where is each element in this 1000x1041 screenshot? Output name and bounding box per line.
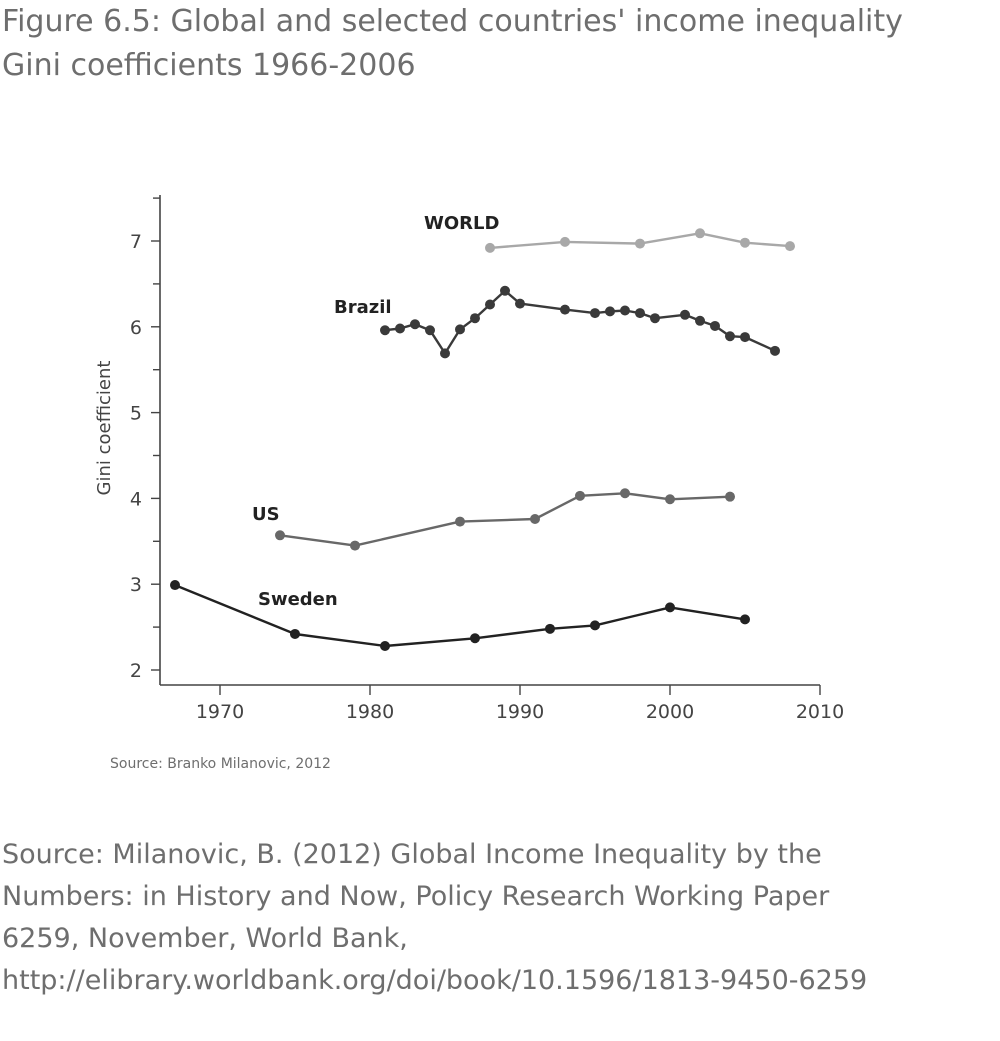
y-tick-label: 7 <box>130 231 142 253</box>
chart-series <box>170 228 795 651</box>
series-label-us: US <box>252 504 280 525</box>
chart-axes <box>159 195 820 686</box>
series-labels: WORLD Brazil US Sweden <box>252 213 499 610</box>
data-point-brazil <box>440 348 450 359</box>
figure-title-line-2: Gini coefficients 1966-2006 <box>2 48 416 83</box>
data-point-us <box>275 530 285 541</box>
data-point-world <box>740 237 750 248</box>
x-tick-label: 2010 <box>796 701 844 723</box>
data-point-brazil <box>710 320 720 331</box>
data-point-brazil <box>455 324 465 335</box>
source-citation-line-2: Numbers: in History and Now, Policy Rese… <box>2 881 830 912</box>
data-point-sweden <box>170 580 180 591</box>
x-tick-label: 1990 <box>496 701 544 723</box>
data-point-brazil <box>725 331 735 342</box>
data-point-brazil <box>425 325 435 336</box>
data-point-brazil <box>395 323 405 334</box>
data-point-world <box>695 228 705 239</box>
data-point-brazil <box>515 298 525 309</box>
series-us <box>275 488 735 551</box>
data-point-sweden <box>380 640 390 651</box>
y-axis-label: Gini coefficient <box>94 361 115 496</box>
data-point-brazil <box>560 304 570 315</box>
data-point-world <box>785 241 795 252</box>
data-point-world <box>560 236 570 247</box>
data-point-sweden <box>740 614 750 625</box>
figure-title: Figure 6.5: Global and selected countrie… <box>2 0 992 88</box>
data-point-us <box>530 513 540 524</box>
x-tick-label: 2000 <box>646 701 694 723</box>
data-point-us <box>575 490 585 501</box>
series-label-sweden: Sweden <box>258 589 338 610</box>
chart-ticks: 2 3 4 5 6 7 1970 1980 1990 2000 2010 <box>130 197 844 723</box>
series-brazil <box>380 285 780 359</box>
data-point-brazil <box>620 305 630 316</box>
data-point-brazil <box>635 308 645 319</box>
source-citation-line-1: Source: Milanovic, B. (2012) Global Inco… <box>2 839 822 870</box>
x-tick-label: 1970 <box>196 701 244 723</box>
data-point-sweden <box>470 633 480 644</box>
data-point-sweden <box>290 628 300 639</box>
data-point-us <box>350 540 360 551</box>
data-point-brazil <box>770 345 780 356</box>
data-point-brazil <box>680 309 690 320</box>
y-tick-label: 5 <box>130 403 142 425</box>
data-point-us <box>725 491 735 502</box>
data-point-world <box>485 242 495 253</box>
data-point-brazil <box>695 315 705 326</box>
series-line-world <box>489 232 791 250</box>
series-label-brazil: Brazil <box>334 297 392 318</box>
data-point-sweden <box>590 620 600 631</box>
data-point-brazil <box>485 299 495 310</box>
data-point-sweden <box>545 623 555 634</box>
data-point-brazil <box>605 306 615 317</box>
data-point-us <box>455 516 465 527</box>
source-citation-url[interactable]: http://elibrary.worldbank.org/doi/book/1… <box>2 965 868 996</box>
series-world <box>485 228 795 253</box>
series-line-sweden <box>174 583 746 648</box>
source-citation: Source: Milanovic, B. (2012) Global Inco… <box>2 834 998 1002</box>
x-tick-label: 1980 <box>346 701 394 723</box>
figure-title-line-1: Figure 6.5: Global and selected countrie… <box>2 4 903 39</box>
data-point-brazil <box>380 325 390 336</box>
chart-source-note: Source: Branko Milanovic, 2012 <box>110 756 331 772</box>
data-point-brazil <box>590 308 600 319</box>
series-line-us <box>279 492 731 547</box>
series-sweden <box>170 580 750 651</box>
y-tick-label: 6 <box>130 317 142 339</box>
y-tick-label: 3 <box>130 574 142 596</box>
data-point-sweden <box>665 602 675 613</box>
data-point-brazil <box>650 313 660 324</box>
data-point-us <box>620 488 630 499</box>
y-tick-label: 2 <box>130 660 142 682</box>
data-point-brazil <box>500 285 510 296</box>
data-point-brazil <box>470 313 480 324</box>
data-point-brazil <box>740 332 750 343</box>
data-point-world <box>635 238 645 249</box>
y-tick-label: 4 <box>130 488 142 510</box>
series-label-world: WORLD <box>424 213 499 234</box>
data-point-us <box>665 494 675 505</box>
source-citation-line-3: 6259, November, World Bank, <box>2 923 408 954</box>
data-point-brazil <box>410 319 420 330</box>
series-line-brazil <box>384 289 776 355</box>
